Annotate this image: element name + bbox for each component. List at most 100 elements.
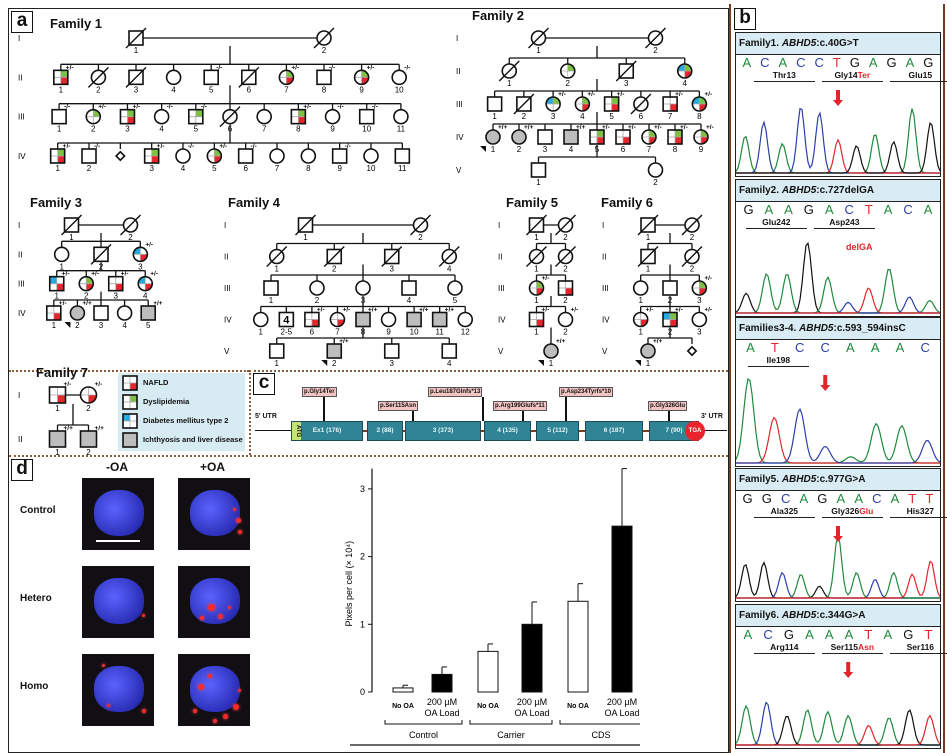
dyslipidemia-quadrant (582, 97, 590, 104)
generation-label: I (456, 34, 458, 43)
individual-number: 11 (398, 164, 407, 173)
base-letter: C (781, 491, 791, 506)
base-letter: A (895, 340, 905, 355)
nafld-quadrant (115, 283, 123, 291)
micrograph-hetero-plus-oa (178, 566, 250, 638)
pedigree-individual: 1 (526, 214, 547, 242)
mutation-label: p.Arg199Glufs*11 (493, 401, 547, 411)
pedigree-individual: 1 +/+ (480, 124, 508, 154)
pedigree-individual: 1 (498, 60, 520, 88)
male-symbol (537, 129, 553, 145)
lipid-droplet (102, 664, 105, 667)
generation-label: II (498, 253, 502, 262)
codon-label: Ala325 (754, 506, 815, 518)
individual-number: 1 (507, 79, 512, 88)
codon-name: Glu15 (908, 70, 933, 80)
row-label: Homo (20, 681, 49, 692)
male-symbol (93, 305, 109, 321)
individual-number: 1 (69, 233, 74, 242)
male-symbol (63, 217, 80, 233)
y-tick-label: 1 (360, 619, 365, 629)
bg (82, 149, 96, 163)
female-symbol (278, 69, 295, 86)
bg (204, 70, 219, 85)
pedigree-individual: 3 +/- (545, 91, 566, 121)
pedigree-individual: 1 (637, 246, 659, 274)
individual-number: 1 (534, 328, 539, 337)
individual-number: 3 (99, 321, 104, 330)
pedigree-individual: 1 (295, 214, 316, 242)
bg (270, 149, 284, 163)
deceased-slash (61, 214, 82, 236)
pedigree-individual: 6 (630, 93, 652, 121)
pedigree-individual: 6 (238, 66, 260, 94)
individual-number: 1 (59, 85, 64, 94)
generation-label: V (456, 166, 462, 175)
nafld-swatch-icon (122, 374, 138, 391)
male-symbol (401, 280, 417, 296)
pedigree-individual: 4 (165, 69, 182, 94)
generation-label: I (498, 221, 500, 230)
genotype-label: +/- (317, 307, 325, 314)
lipid-droplet (107, 704, 110, 707)
genotype-label: +/- (602, 124, 610, 131)
pedigree-family-2: Family 2 I 1 2 II 1 2 3 4 III 1 2 3 +/- 4 +/- 5 +/- 6 7 +/- 8… (450, 8, 726, 187)
diabetes-quadrant (49, 276, 57, 284)
codon-label: Glu15 (890, 70, 947, 82)
mutation-label: p.Gly14Ter (302, 387, 337, 397)
utr5-line (255, 430, 291, 431)
male-symbol (355, 311, 371, 328)
male-symbol (93, 246, 109, 263)
nafld-quadrant (60, 77, 68, 85)
pedigree-individual: 11 (393, 108, 409, 134)
bg (538, 130, 552, 144)
trace-T (736, 287, 940, 314)
male-symbol (128, 30, 144, 46)
pedigree-individual: 8 +/- (691, 91, 712, 121)
title-part: Family2. (739, 185, 782, 196)
pedigree-individual: 7 (269, 148, 285, 173)
pedigree-individual: 1 +/- (52, 64, 74, 94)
female-symbol (441, 248, 458, 265)
dyslipidemia-quadrant (286, 70, 294, 78)
pedigree-individual: 6 -/- (237, 143, 257, 173)
mutation-label: p.Ser115Asn (378, 401, 419, 411)
base-letter: A (868, 55, 878, 70)
individual-number: 1 (534, 233, 539, 242)
pedigree-individual: 42-5 (278, 311, 295, 337)
female-symbol (632, 280, 649, 296)
genotype-label: +/- (558, 91, 566, 98)
pedigree-individual: 3 (383, 343, 400, 368)
deceased-slash (125, 66, 147, 88)
individual-number: 1 (269, 296, 274, 305)
genotype-label: +/- (219, 143, 227, 150)
sibship-count: 4 (283, 315, 290, 327)
individual-number: 2 (653, 178, 658, 187)
genotype-label: +/- (98, 104, 106, 111)
female-symbol (116, 305, 133, 321)
female-symbol (691, 280, 708, 296)
deceased-slash (526, 246, 547, 267)
dyslipidemia-quadrant (361, 70, 369, 78)
ichthyosis-fill (49, 431, 66, 447)
male-symbol (528, 311, 545, 328)
female-symbol (153, 108, 170, 125)
trace-G (736, 709, 940, 746)
pedigree-individual: 4 -/- (153, 104, 173, 134)
genotype-label: +/+ (95, 425, 105, 432)
female-symbol (256, 108, 272, 125)
bg (392, 70, 407, 85)
individual-number: 1 (492, 112, 497, 121)
x-condition-label: OA Load (514, 708, 549, 718)
nafld-quadrant (611, 104, 619, 111)
dyslipidemia-quadrant (567, 64, 575, 71)
x-condition-label: 200 µM (427, 697, 457, 707)
male-symbol (79, 430, 98, 448)
male-symbol (188, 108, 204, 125)
individual-number: 2 (522, 112, 527, 121)
pedigree-individual (122, 393, 138, 410)
individual-number: 2 (332, 265, 337, 274)
x-group-label: CDS (591, 730, 610, 740)
female-symbol (676, 63, 693, 79)
bg (94, 306, 108, 320)
